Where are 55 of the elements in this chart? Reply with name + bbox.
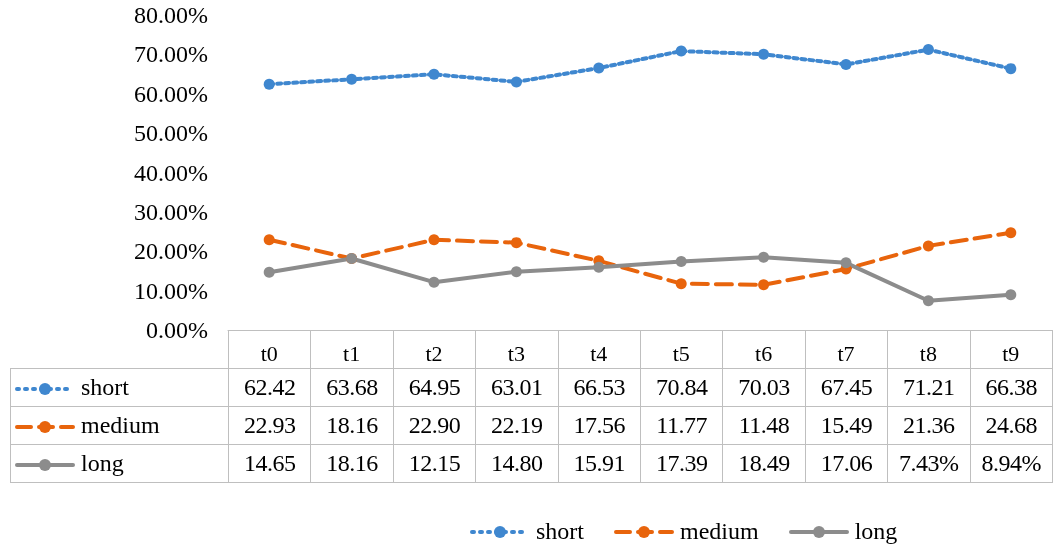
y-tick-label: 80.00% [134,2,208,28]
data-label: 18.49 [722,444,806,482]
y-tick-label: 70.00% [134,41,208,68]
x-tick-label: t9 [1002,340,1020,366]
x-tick-label: t6 [755,340,773,366]
data-label: 63.68 [310,368,394,406]
data-label: 15.49 [805,406,888,444]
legend-label: long [81,449,124,476]
y-tick-label: 10.00% [134,277,208,304]
data-label: 8.94% [970,444,1053,482]
data-label: 64.95 [393,368,476,406]
data-label: 67.45 [805,368,888,406]
data-label: 15.91 [558,444,641,482]
data-label: 63.01 [475,368,559,406]
legend-label: medium [81,411,160,438]
data-label: 21.36 [887,406,971,444]
y-tick-label: 50.00% [134,120,208,147]
text: short [536,518,584,544]
data-label: 24.68 [970,406,1053,444]
x-tick-label: t1 [343,340,361,366]
x-tick-label: t2 [425,340,443,366]
data-label: 17.56 [558,406,641,444]
data-label: 14.80 [475,444,559,482]
data-label: 70.03 [722,368,806,406]
data-label: 14.65 [228,444,311,482]
x-tick-label: t8 [919,340,937,366]
y-tick-label: 30.00% [134,198,208,225]
data-label: 17.06 [805,444,888,482]
data-label: 11.48 [722,406,806,444]
data-label: 12.15 [393,444,476,482]
data-label: 7.43% [887,444,971,482]
data-label: 66.38 [970,368,1053,406]
data-label: 22.19 [475,406,559,444]
y-tick-label: 0.00% [146,317,208,343]
y-tick-label: 20.00% [134,238,208,265]
y-tick-label: 60.00% [134,80,208,107]
data-label: 18.16 [310,444,394,482]
x-tick-label: t5 [672,340,690,366]
data-label: 18.16 [310,406,394,444]
x-tick-label: t3 [507,340,525,366]
data-label: 22.93 [228,406,311,444]
x-tick-label: t4 [590,340,608,366]
data-label: 71.21 [887,368,971,406]
data-label: 11.77 [640,406,723,444]
data-label: 62.42 [228,368,311,406]
x-tick-label: t0 [260,340,278,366]
data-label: 17.39 [640,444,723,482]
data-label: 66.53 [558,368,641,406]
text: long [854,518,898,544]
text: medium [680,518,759,544]
data-label: 70.84 [640,368,723,406]
data-label: 22.90 [393,406,476,444]
x-tick-label: t7 [837,340,855,366]
legend-label: short [81,373,129,400]
y-tick-label: 40.00% [134,159,208,186]
